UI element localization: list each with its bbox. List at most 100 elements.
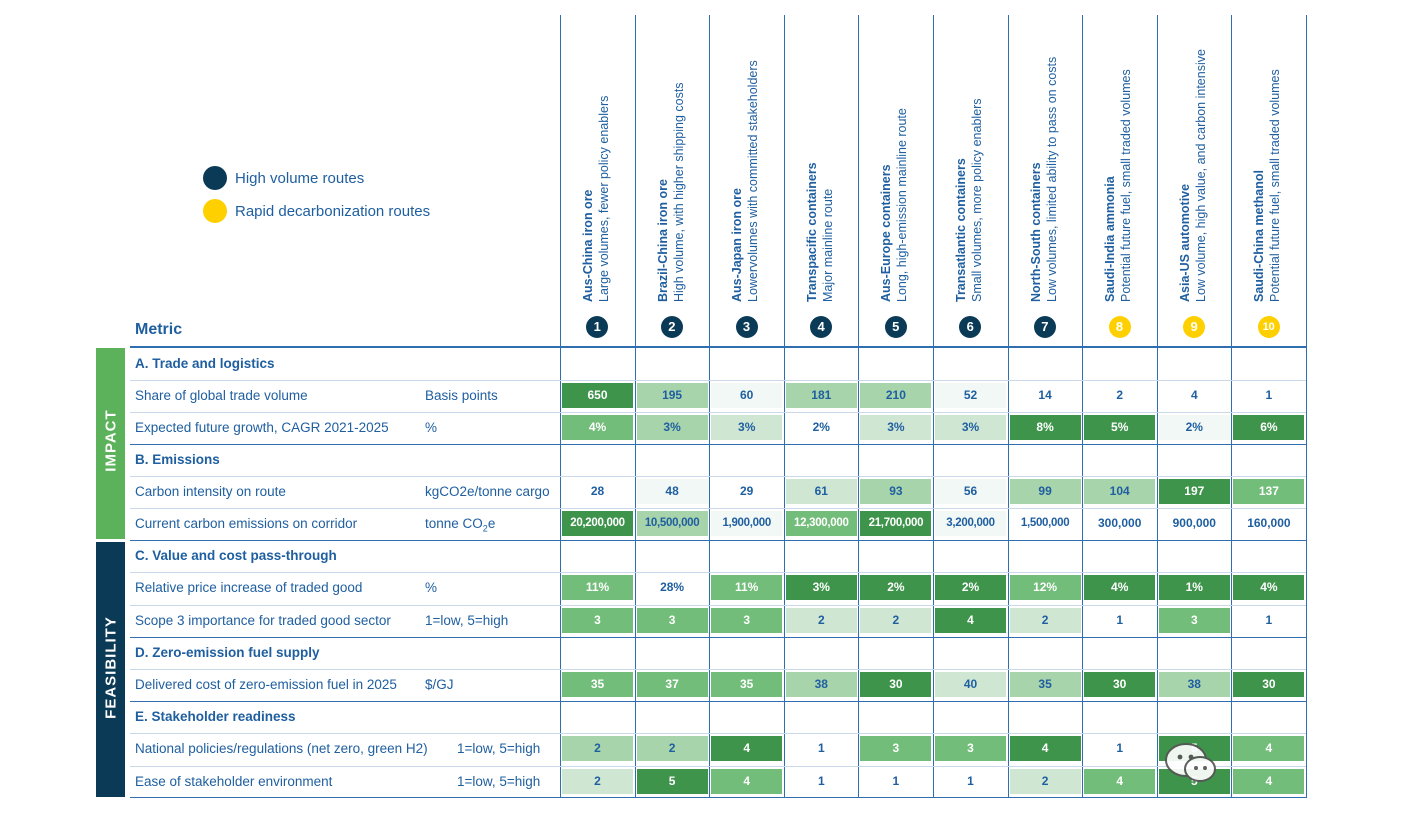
row-rule [130,476,1306,477]
table-cell: 4 [1233,736,1305,761]
table-cell: 30 [1233,672,1305,697]
column-divider [1306,15,1307,798]
table-cell: 2 [860,608,932,633]
column-divider [1156,15,1158,798]
column-title: Saudi-India ammonia [1103,176,1118,302]
column-divider [1231,15,1233,798]
column-number-badge: 3 [735,316,758,338]
table-cell: 11% [711,575,783,600]
impact-band: IMPACT [96,348,125,539]
table-cell: 4 [711,769,783,794]
table-cell: 1 [817,741,825,755]
row-unit: kgCO2e/tonne cargo [425,484,550,499]
table-cell: 2 [1116,388,1124,402]
column-number-badge: 4 [810,316,833,338]
section-rule [130,701,1306,702]
row-rule [130,605,1306,606]
table-cell: 3 [636,608,708,633]
table-cell: 48 [636,479,708,504]
column-header-10: Saudi-China methanol Potential future fue… [1251,2,1291,302]
table-cell: 104 [1084,479,1156,504]
legend-label-high-volume: High volume routes [235,170,365,187]
table-cell: 137 [1233,479,1305,504]
section-rule [130,444,1306,445]
column-subtitle: Potential future fuel, small traded volu… [1268,69,1283,302]
table-cell: 3% [935,415,1006,440]
row-label: Share of global trade volume [135,388,308,403]
table-cell: 2 [1009,769,1081,794]
row-label: National policies/regulations (net zero,… [135,741,428,756]
column-header-5: Aus-Europe containers Long, high-emission… [878,2,918,302]
column-subtitle: Major mainline route [820,188,835,302]
table-cell: 181 [785,383,857,408]
row-unit: $/GJ [425,677,454,692]
table-cell: 1% [1158,575,1230,600]
column-title: Aus-Japan iron ore [730,188,745,302]
row-rule [130,380,1306,381]
table-cell: 99 [1009,479,1081,504]
column-header-6: Transatlantic containers Small volumes, m… [953,2,993,302]
column-header-4: Transpacific containers Major mainline ro… [804,2,844,302]
table-cell: 3% [785,575,857,600]
table-cell: 28% [660,580,685,594]
column-divider [858,15,860,798]
column-number-badge: 7 [1033,316,1056,338]
table-cell: 4 [1084,769,1156,794]
table-cell: 28 [590,484,605,498]
header-rule [130,347,1306,348]
metric-title: Metric [135,321,183,338]
legend-dot-rapid [203,199,227,223]
table-cell: 1,900,000 [711,511,783,536]
table-cell: 195 [636,383,708,408]
column-title: Asia-US automotive [1177,183,1192,302]
legend-label-rapid: Rapid decarbonization routes [235,203,431,220]
table-cell: 30 [1084,672,1156,697]
row-label: Expected future growth, CAGR 2021-2025 [135,420,389,435]
column-divider [1082,15,1084,798]
section-rule [130,540,1306,541]
table-cell: 2 [785,608,857,633]
table-cell: 40 [935,672,1006,697]
table-cell: 35 [1009,672,1081,697]
table-cell: 4% [1233,575,1305,600]
table-cell: 197 [1158,479,1230,504]
column-header-8: Saudi-India ammonia Potential future fuel… [1102,2,1142,302]
table-cell: 56 [935,479,1006,504]
column-subtitle: Small volumes, more policy enablers [970,98,984,302]
row-rule [130,669,1306,670]
row-label: Delivered cost of zero-emission fuel in … [135,677,397,692]
table-cell: 3 [562,608,633,633]
row-unit: 1=low, 5=high [457,741,541,756]
table-cell: 5% [1084,415,1156,440]
table-cell: 12% [1009,575,1081,600]
table-cell: 35 [562,672,633,697]
table-cell: 3% [860,415,932,440]
column-divider [1007,15,1009,798]
table-cell: 4 [1009,736,1081,761]
table-cell: 650 [562,383,633,408]
section-title: C. Value and cost pass-through [135,548,337,563]
table-cell: 12,300,000 [785,511,857,536]
column-number-badge: 2 [660,316,683,338]
table-cell: 900,000 [1172,516,1216,530]
column-subtitle: Large volumes, fewer policy enablers [597,95,611,302]
table-cell: 37 [636,672,708,697]
column-header-3: Aus-Japan iron ore Lowervolumes with comm… [729,2,769,302]
table-cell: 210 [860,383,932,408]
table-cell: 4 [1233,769,1305,794]
section-rule [130,637,1306,638]
table-cell: 21,700,000 [860,511,932,536]
column-number-badge: 6 [959,316,982,338]
section-title: A. Trade and logistics [135,356,275,371]
table-cell: 1 [1116,741,1124,755]
table-cell: 35 [711,672,783,697]
column-title: Aus-China iron ore [581,189,595,302]
column-subtitle: Low volumes, limited ability to pass on … [1044,56,1059,302]
row-rule [130,766,1306,767]
table-cell: 3,200,000 [935,511,1006,536]
table-cell: 1,500,000 [1020,517,1070,529]
table-cell: 5 [636,769,708,794]
column-header-2: Brazil-China iron ore High volume, with h… [655,2,695,302]
column-title: Brazil-China iron ore [655,179,670,302]
table-cell: 3 [1158,608,1230,633]
